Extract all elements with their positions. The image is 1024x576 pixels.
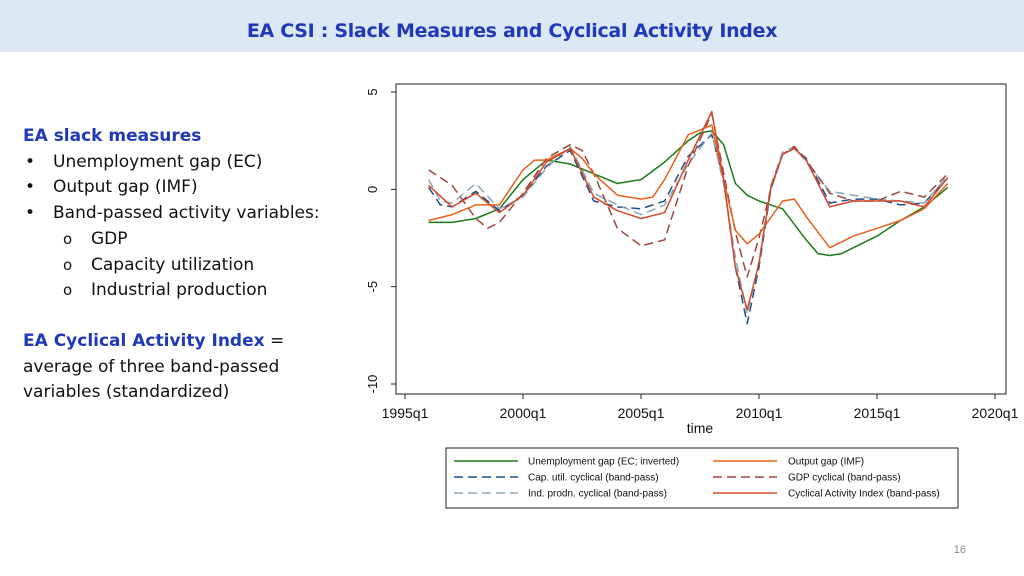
sub-bullet-item: GDP [23,227,343,253]
legend-label: GDP cyclical (band-pass) [788,473,901,484]
legend-label: Cyclical Activity Index (band-pass) [788,489,940,500]
x-tick-label: 2015q1 [854,405,901,421]
bullet-item: Band-passed activity variables: [23,201,343,227]
bullet-item: Output gap (IMF) [23,175,343,201]
legend-label: Cap. util. cyclical (band-pass) [528,473,659,484]
x-axis-label: time [687,420,714,436]
y-tick-label: -10 [365,375,380,394]
legend-label: Unemployment gap (EC; inverted) [528,457,679,468]
series-line-4 [427,132,949,315]
x-tick-label: 2000q1 [500,405,547,421]
legend-label: Ind. prodn. cyclical (band-pass) [528,489,667,500]
index-label: EA Cyclical Activity Index [23,330,265,351]
series-line-1 [428,124,949,249]
left-text-panel: EA slack measures Unemployment gap (EC) … [23,124,343,406]
sub-bullet-item: Capacity utilization [23,253,343,279]
title-bar [0,0,1024,52]
series-line-5 [428,110,949,311]
index-definition: EA Cyclical Activity Index = average of … [23,329,343,406]
series-line-3 [428,112,949,278]
x-tick-label: 2020q1 [972,405,1019,421]
slide-title: EA CSI : Slack Measures and Cyclical Act… [246,20,778,42]
x-tick-label: 2005q1 [618,405,665,421]
x-tick-label: 2010q1 [736,405,783,421]
legend-label: Output gap (IMF) [788,457,864,468]
y-tick-label: 5 [365,88,380,95]
index-equals: = [264,330,285,351]
page-number: 16 [953,544,966,556]
y-tick-label: -5 [365,281,380,293]
slack-heading: EA slack measures [23,126,202,146]
bullet-item: Unemployment gap (EC) [23,150,343,176]
x-tick-label: 1995q1 [382,405,429,421]
plot-frame [395,83,1007,395]
index-description: average of three band-passed variables (… [23,356,280,403]
legend-box [445,447,959,509]
sub-bullet-item: Industrial production [23,278,343,304]
y-tick-label: 0 [365,186,380,193]
